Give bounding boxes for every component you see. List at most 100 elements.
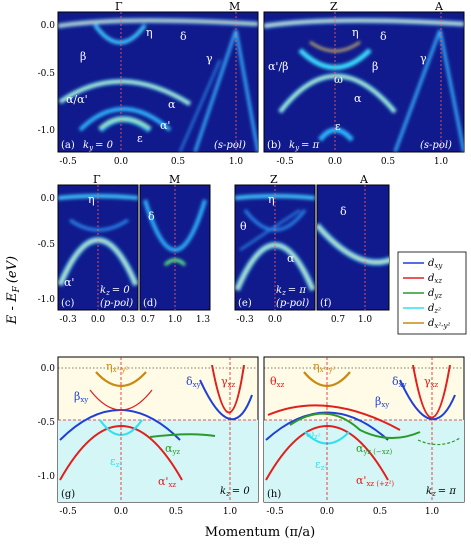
- xtick: -0.5: [266, 507, 284, 517]
- xtick: 1.0: [229, 157, 244, 167]
- band-alpha-alphap: α/α': [66, 93, 88, 106]
- panel-h-condition: kz = π: [426, 486, 456, 498]
- panel-b-label: (b): [267, 140, 281, 151]
- panel-c-bands: [58, 194, 138, 287]
- xtick: 0.0: [91, 315, 106, 325]
- panel-c-gamma-label: Γ: [93, 173, 101, 186]
- label-alpha-h: αyz (−xz): [356, 442, 393, 456]
- ytick: -0.5: [38, 418, 56, 428]
- label-beta-h: βxy: [375, 395, 389, 409]
- band-alphap: α': [64, 276, 74, 289]
- xtick: -0.5: [59, 157, 77, 167]
- panel-d: M δ (d) 0.7 1.0 1.3: [139, 173, 211, 325]
- band-gamma: γ: [420, 52, 427, 65]
- ytick: 0.0: [41, 21, 56, 31]
- xtick: 1.0: [434, 157, 449, 167]
- legend-label: dxz: [428, 273, 442, 285]
- panel-g-label: (g): [61, 489, 75, 500]
- x-axis-label: Momentum (π/a): [205, 525, 315, 540]
- legend-item-dxy: dxy: [403, 258, 443, 270]
- y-axis-label: E - EF(eV): [5, 256, 22, 325]
- band-alphap-beta: α'/β: [268, 60, 289, 73]
- panel-e-pol: (p-pol): [276, 298, 309, 309]
- panel-f: A δ (f) 0.7 1.0: [316, 173, 390, 325]
- xtick: 0.0: [114, 157, 129, 167]
- legend-item-dxz: dxz: [403, 273, 442, 285]
- legend-label: dx²-y²: [428, 318, 450, 330]
- label-alphap-h: α'xz (+z²): [356, 474, 394, 488]
- panel-a-background: [57, 11, 259, 153]
- panel-g-condition: kz = 0: [220, 486, 250, 498]
- label-eps-g: εz²: [110, 455, 122, 469]
- xtick: 1.3: [196, 315, 211, 325]
- legend-label: dyz: [428, 288, 442, 300]
- xtick: 0.5: [373, 507, 388, 517]
- panel-b-pol: (s-pol): [420, 140, 452, 151]
- panel-a-xticks: -0.5 0.0 0.5 1.0: [59, 157, 243, 167]
- panel-f-label: (f): [320, 298, 332, 309]
- band-delta: δ: [380, 30, 387, 43]
- label-gamma-g: γxz: [221, 375, 236, 389]
- xtick: -0.3: [59, 315, 77, 325]
- panel-c-label: (c): [61, 298, 75, 309]
- xtick: 0.0: [320, 507, 335, 517]
- panel-h: ηx²-y² θxz δxy γxz βxy ωz² αyz (−xz) α'x…: [263, 356, 465, 517]
- panel-h-xticks: -0.5 0.0 0.5 1.0: [266, 507, 439, 517]
- panel-e-xticks: -0.3 0.0: [236, 315, 282, 325]
- ytick: 0.0: [41, 194, 56, 204]
- panel-g: ηx²-y² βxy δxy γxz αyz α'xz εz² (g) kz = …: [38, 356, 259, 517]
- panel-c-xticks: -0.3 0.0 0.3: [59, 315, 135, 325]
- ytick: -1.0: [38, 295, 56, 305]
- legend-item-dyz: dyz: [403, 288, 442, 300]
- panel-b-condition: ky = π: [289, 140, 320, 152]
- ytick: -0.5: [38, 69, 56, 79]
- panel-a-yticks: 0.0 -0.5 -1.0: [38, 21, 56, 136]
- legend-item-dx2y2: dx²-y²: [403, 318, 450, 330]
- panel-c-yticks: 0.0 -0.5 -1.0: [38, 194, 56, 305]
- xtick: 0.5: [381, 157, 396, 167]
- band-eps: ε: [137, 132, 143, 145]
- ytick: -1.0: [38, 472, 56, 482]
- legend-label: dxy: [428, 258, 443, 270]
- panel-d-m-label: M: [169, 173, 180, 186]
- band-delta: δ: [148, 210, 155, 223]
- band-eta: η: [146, 26, 153, 39]
- panel-c: Γ η α' (c) kz = 0 (p-pol) 0.0 -0.5 -1.0 -…: [38, 173, 139, 325]
- panel-g-bands: [58, 357, 258, 502]
- label-theta-h: θxz: [270, 375, 285, 389]
- legend-item-dz2: dz²: [403, 303, 441, 315]
- panel-h-label: (h): [267, 489, 281, 500]
- band-delta: δ: [180, 30, 187, 43]
- band-eta: η: [268, 193, 275, 206]
- panel-g-yticks: 0.0 -0.5 -1.0: [38, 364, 56, 482]
- band-alpha: α: [287, 252, 295, 265]
- label-eps-h: εz²: [315, 458, 327, 472]
- panel-b: Z A α'/β η δ γ ω β α ε (b) ky = π (s-pol)…: [263, 0, 465, 167]
- xtick: 1.0: [358, 315, 373, 325]
- band-alphap: α': [160, 119, 170, 132]
- label-gamma-h: γxz: [424, 375, 439, 389]
- label-alphap-g: α'xz: [158, 475, 176, 489]
- label-delta-g: δxy: [186, 375, 201, 389]
- band-theta: θ: [240, 220, 247, 233]
- panel-e: Z η θ α (e) kz = π (p-pol) -0.3 0.0: [234, 173, 316, 325]
- xtick: 1.0: [425, 507, 440, 517]
- label-delta-h: δxy: [392, 375, 407, 389]
- panel-f-background: [316, 184, 390, 311]
- xtick: 0.0: [328, 157, 343, 167]
- panel-e-z-label: Z: [270, 173, 278, 186]
- band-alpha: α: [168, 98, 176, 111]
- panel-c-pol: (p-pol): [100, 298, 133, 309]
- xtick: 0.0: [268, 315, 283, 325]
- legend-label: dz²: [428, 303, 441, 315]
- xtick: 0.5: [169, 507, 184, 517]
- label-alpha-g: αyz: [165, 442, 180, 456]
- panel-b-z-label: Z: [330, 0, 338, 13]
- panel-d-label: (d): [143, 298, 157, 309]
- panel-e-label: (e): [238, 298, 252, 309]
- panel-g-xticks: -0.5 0.0 0.5 1.0: [59, 507, 237, 517]
- panel-d-xticks: 0.7 1.0 1.3: [141, 315, 211, 325]
- ytick: 0.0: [41, 364, 56, 374]
- band-beta: β: [372, 60, 378, 73]
- xtick: 0.5: [171, 157, 186, 167]
